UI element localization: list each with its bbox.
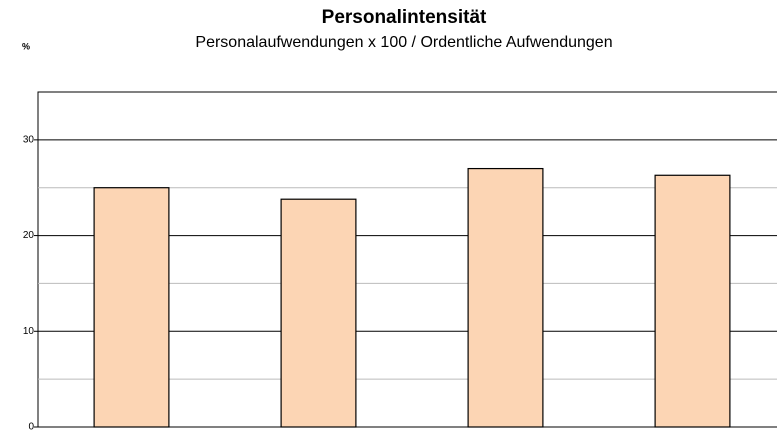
bar: [93, 187, 170, 428]
y-tick-label: 20: [23, 230, 35, 241]
chart-title: Personalintensität: [322, 7, 487, 28]
bar: [467, 167, 544, 428]
y-tick-label: 10: [23, 326, 35, 337]
bar: [280, 198, 357, 428]
chart-subtitle: Personalaufwendungen x 100 / Ordentliche…: [195, 34, 612, 51]
bar: [654, 174, 731, 428]
y-tick-label: 30: [23, 134, 35, 145]
y-axis-label: %: [22, 41, 30, 51]
y-tick-label: 0: [28, 422, 34, 432]
